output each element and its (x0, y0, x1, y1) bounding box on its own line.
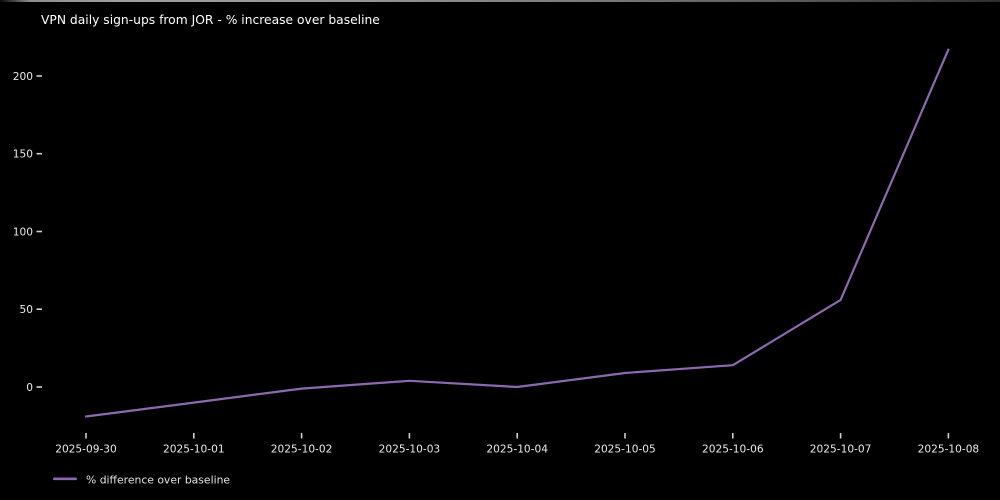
x-tick-label: 2025-10-04 (486, 444, 548, 456)
y-axis-ticks: 0 50 100 150 200 (13, 71, 42, 394)
x-tick-label: 2025-10-07 (810, 444, 872, 456)
y-tick-label: 150 (13, 149, 33, 161)
x-tick-label: 2025-10-08 (918, 444, 980, 456)
y-tick-mark (36, 308, 42, 310)
x-tick-label: 2025-10-05 (594, 444, 656, 456)
window-top-border (0, 0, 1000, 2)
y-tick-mark (36, 230, 42, 233)
x-tick-label: 2025-10-01 (163, 444, 225, 456)
x-tick-mark (624, 433, 626, 439)
x-tick-label: 2025-10-02 (271, 444, 333, 456)
legend: % difference over baseline (53, 474, 230, 487)
x-tick-label: 2025-09-30 (55, 444, 117, 456)
x-tick-mark (732, 433, 734, 439)
x-tick-label: 2025-10-03 (379, 444, 441, 456)
y-tick-mark (36, 152, 42, 155)
y-tick-mark (36, 75, 42, 77)
y-tick-label: 100 (13, 226, 33, 238)
x-tick-label: 2025-10-06 (702, 444, 764, 456)
y-tick-mark (36, 386, 42, 388)
x-tick-mark (85, 433, 87, 439)
y-tick-label: 50 (20, 304, 34, 316)
legend-label: % difference over baseline (86, 474, 230, 487)
y-tick-label: 0 (26, 382, 33, 394)
x-tick-mark (193, 433, 195, 439)
x-tick-mark (408, 433, 411, 439)
chart-title: VPN daily sign-ups from JOR - % increase… (41, 13, 380, 27)
x-tick-mark (947, 433, 950, 439)
y-tick-label: 200 (13, 71, 33, 83)
x-tick-mark (516, 433, 518, 439)
legend-line-swatch (53, 477, 77, 481)
data-line-series (84, 48, 950, 418)
x-tick-mark (839, 433, 842, 439)
x-tick-mark (300, 433, 303, 439)
x-axis-ticks: 2025-09-30 2025-10-01 2025-10-02 2025-10-03… (55, 433, 979, 456)
